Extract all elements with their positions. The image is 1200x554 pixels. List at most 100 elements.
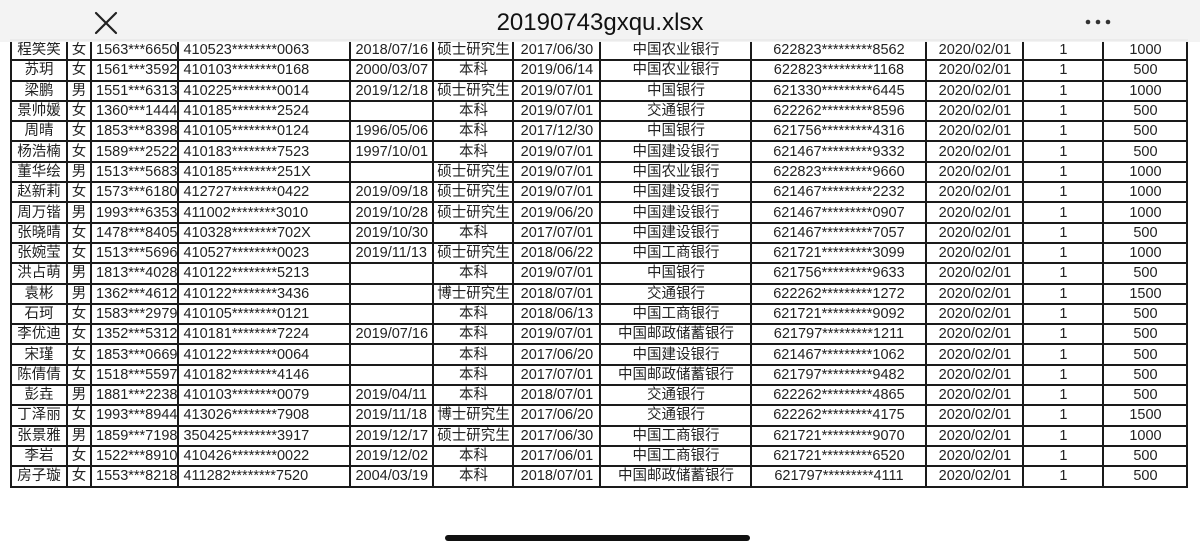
cell-pay-date[interactable]: 2020/02/01 xyxy=(925,59,1025,82)
cell-pay-date[interactable]: 2020/02/01 xyxy=(925,140,1025,163)
cell-date[interactable]: 2019/11/13 xyxy=(349,241,435,265)
cell-gender[interactable]: 女 xyxy=(66,363,92,387)
cell-id-number[interactable]: 410122********3436 xyxy=(177,282,352,305)
cell-pay-date[interactable]: 2020/02/01 xyxy=(925,444,1025,468)
cell-pay-date[interactable]: 2020/02/01 xyxy=(925,282,1025,305)
cell-name[interactable]: 李岩 xyxy=(10,444,68,468)
cell-card-number[interactable]: 621797*********4111 xyxy=(750,465,928,488)
cell-degree[interactable]: 本科 xyxy=(432,120,515,143)
cell-bank[interactable]: 交通银行 xyxy=(599,99,753,123)
cell-card-number[interactable]: 621721*********3099 xyxy=(750,241,928,265)
cell-name[interactable]: 彭垚 xyxy=(10,384,68,407)
cell-date[interactable]: 2019/12/17 xyxy=(349,424,435,447)
cell-phone[interactable]: 1859***7198 xyxy=(89,424,180,447)
cell-gender[interactable]: 女 xyxy=(66,302,92,326)
cell-graduation-date[interactable]: 2018/07/01 xyxy=(512,384,602,407)
cell-id-number[interactable]: 410523********0063 xyxy=(177,38,352,62)
cell-graduation-date[interactable]: 2018/07/01 xyxy=(512,282,602,305)
cell-id-number[interactable]: 410185********251X xyxy=(177,160,352,184)
cell-bank[interactable]: 中国邮政储蓄银行 xyxy=(599,465,753,488)
cell-phone[interactable]: 1853***8398 xyxy=(89,120,180,143)
cell-phone[interactable]: 1478***8405 xyxy=(89,221,180,244)
cell-date[interactable]: 2019/11/18 xyxy=(349,404,435,427)
cell-id-number[interactable]: 410527********0023 xyxy=(177,241,352,265)
cell-bank[interactable]: 中国工商银行 xyxy=(599,241,753,265)
cell-gender[interactable]: 女 xyxy=(66,404,92,427)
cell-date[interactable]: 2019/09/18 xyxy=(349,181,435,204)
cell-name[interactable]: 张婉莹 xyxy=(10,241,68,265)
cell-gender[interactable]: 女 xyxy=(66,241,92,265)
cell-amount[interactable]: 500 xyxy=(1102,384,1189,407)
cell-graduation-date[interactable]: 2019/07/01 xyxy=(512,160,602,184)
cell-degree[interactable]: 本科 xyxy=(432,363,515,387)
cell-amount[interactable]: 500 xyxy=(1102,323,1189,346)
cell-card-number[interactable]: 621721*********9092 xyxy=(750,302,928,326)
cell-card-number[interactable]: 621756*********4316 xyxy=(750,120,928,143)
cell-bank[interactable]: 中国银行 xyxy=(599,79,753,102)
cell-amount[interactable]: 500 xyxy=(1102,302,1189,326)
cell-date[interactable]: 2000/03/07 xyxy=(349,59,435,82)
cell-amount[interactable]: 500 xyxy=(1102,444,1189,468)
cell-id-number[interactable]: 410103********0168 xyxy=(177,59,352,82)
cell-gender[interactable]: 女 xyxy=(66,343,92,366)
cell-pay-date[interactable]: 2020/02/01 xyxy=(925,404,1025,427)
cell-pay-date[interactable]: 2020/02/01 xyxy=(925,38,1025,62)
cell-phone[interactable]: 1513***5696 xyxy=(89,241,180,265)
cell-gender[interactable]: 男 xyxy=(66,424,92,447)
cell-degree[interactable]: 博士研究生 xyxy=(432,404,515,427)
cell-card-number[interactable]: 621721*********9070 xyxy=(750,424,928,447)
cell-id-number[interactable]: 410225********0014 xyxy=(177,79,352,102)
cell-gender[interactable]: 男 xyxy=(66,79,92,102)
cell-graduation-date[interactable]: 2017/06/20 xyxy=(512,404,602,427)
cell-date[interactable] xyxy=(349,363,435,387)
cell-degree[interactable]: 硕士研究生 xyxy=(432,79,515,102)
cell-degree[interactable]: 硕士研究生 xyxy=(432,201,515,224)
cell-count[interactable]: 1 xyxy=(1022,363,1105,387)
cell-count[interactable]: 1 xyxy=(1022,79,1105,102)
cell-name[interactable]: 周万锴 xyxy=(10,201,68,224)
cell-amount[interactable]: 500 xyxy=(1102,99,1189,123)
cell-count[interactable]: 1 xyxy=(1022,404,1105,427)
cell-phone[interactable]: 1352***5312 xyxy=(89,323,180,346)
cell-bank[interactable]: 中国农业银行 xyxy=(599,59,753,82)
cell-date[interactable]: 1997/10/01 xyxy=(349,140,435,163)
cell-date[interactable]: 2019/07/16 xyxy=(349,323,435,346)
cell-count[interactable]: 1 xyxy=(1022,221,1105,244)
cell-bank[interactable]: 中国建设银行 xyxy=(599,140,753,163)
cell-bank[interactable]: 中国建设银行 xyxy=(599,343,753,366)
cell-date[interactable]: 2019/10/28 xyxy=(349,201,435,224)
cell-degree[interactable]: 本科 xyxy=(432,302,515,326)
cell-gender[interactable]: 女 xyxy=(66,181,92,204)
cell-gender[interactable]: 女 xyxy=(66,323,92,346)
cell-pay-date[interactable]: 2020/02/01 xyxy=(925,343,1025,366)
cell-id-number[interactable]: 410426********0022 xyxy=(177,444,352,468)
cell-date[interactable]: 2019/12/18 xyxy=(349,79,435,102)
cell-card-number[interactable]: 621330*********6445 xyxy=(750,79,928,102)
cell-id-number[interactable]: 410105********0124 xyxy=(177,120,352,143)
cell-card-number[interactable]: 622262*********4175 xyxy=(750,404,928,427)
cell-card-number[interactable]: 621467*********0907 xyxy=(750,201,928,224)
cell-gender[interactable]: 男 xyxy=(66,201,92,224)
cell-name[interactable]: 梁鹏 xyxy=(10,79,68,102)
cell-graduation-date[interactable]: 2017/06/20 xyxy=(512,343,602,366)
cell-amount[interactable]: 1500 xyxy=(1102,404,1189,427)
cell-pay-date[interactable]: 2020/02/01 xyxy=(925,424,1025,447)
cell-count[interactable]: 1 xyxy=(1022,99,1105,123)
cell-amount[interactable]: 1000 xyxy=(1102,181,1189,204)
cell-gender[interactable]: 女 xyxy=(66,221,92,244)
cell-degree[interactable]: 硕士研究生 xyxy=(432,160,515,184)
cell-count[interactable]: 1 xyxy=(1022,201,1105,224)
cell-gender[interactable]: 女 xyxy=(66,465,92,488)
close-x-icon[interactable] xyxy=(93,10,119,36)
cell-pay-date[interactable]: 2020/02/01 xyxy=(925,363,1025,387)
cell-gender[interactable]: 男 xyxy=(66,160,92,184)
cell-phone[interactable]: 1561***3592 xyxy=(89,59,180,82)
cell-card-number[interactable]: 622262*********1272 xyxy=(750,282,928,305)
cell-graduation-date[interactable]: 2019/07/01 xyxy=(512,262,602,285)
cell-degree[interactable]: 硕士研究生 xyxy=(432,38,515,62)
cell-count[interactable]: 1 xyxy=(1022,302,1105,326)
cell-date[interactable] xyxy=(349,160,435,184)
cell-name[interactable]: 杨浩楠 xyxy=(10,140,68,163)
cell-amount[interactable]: 1000 xyxy=(1102,241,1189,265)
cell-date[interactable]: 2004/03/19 xyxy=(349,465,435,488)
